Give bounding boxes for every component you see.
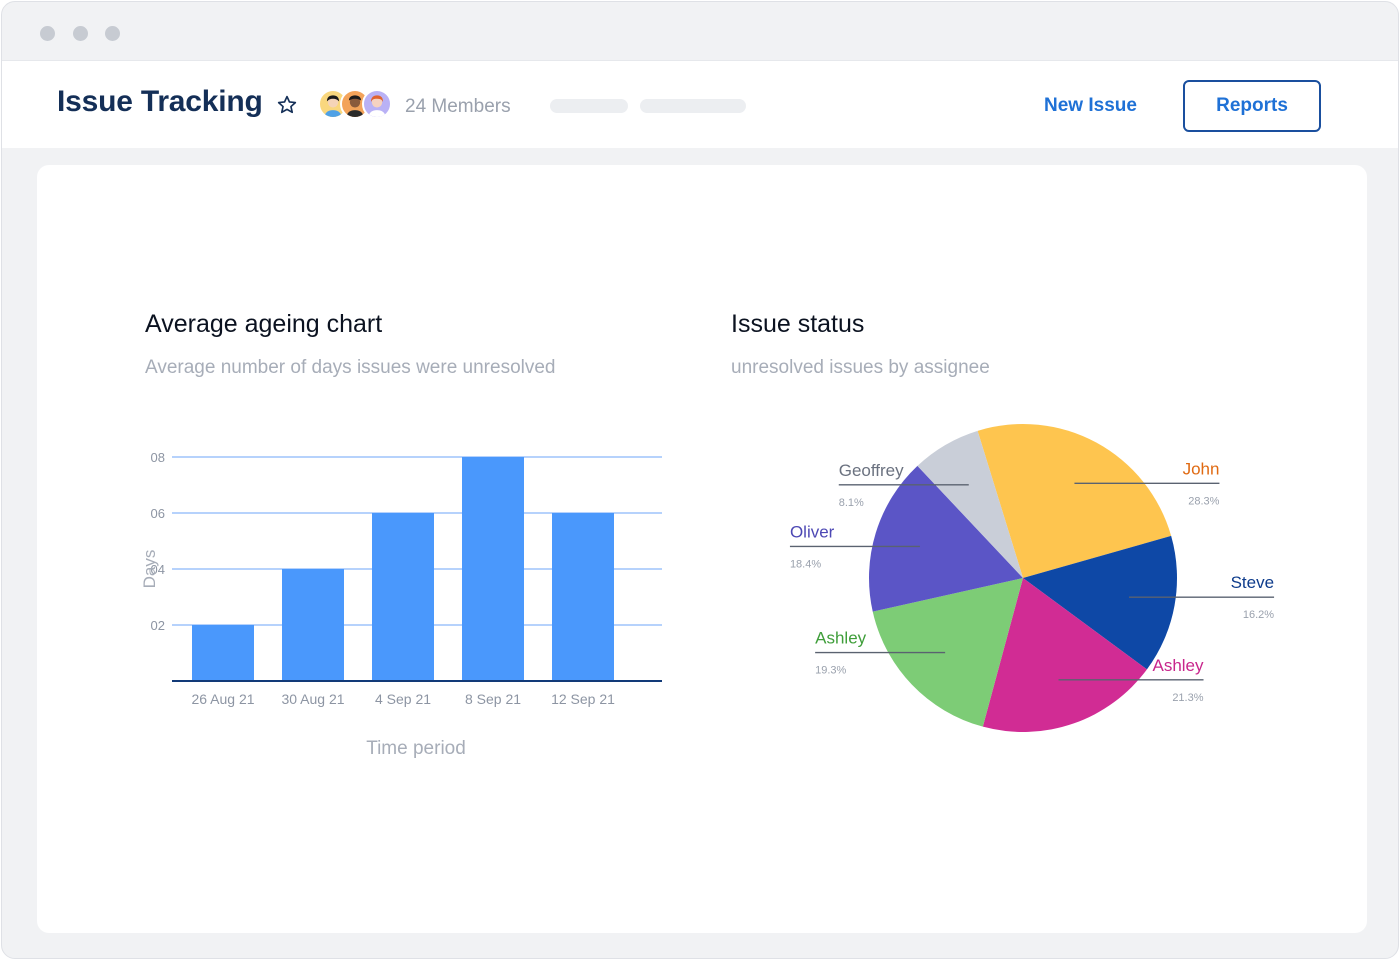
pie-label-percent: 16.2% (1243, 609, 1274, 621)
x-tick-label: 30 Aug 21 (281, 691, 344, 707)
bar-chart-title: Average ageing chart (145, 310, 383, 338)
x-tick-label: 26 Aug 21 (191, 691, 254, 707)
page-title: Issue Tracking (57, 85, 263, 118)
y-tick-label: 04 (151, 562, 165, 577)
skeleton-placeholder (550, 99, 628, 113)
y-tick-label: 02 (151, 618, 165, 633)
reports-button[interactable]: Reports (1183, 80, 1321, 132)
pie-label-name: Geoffrey (839, 461, 904, 480)
star-icon[interactable] (276, 94, 298, 116)
pie-slice[interactable] (917, 430, 1023, 578)
member-avatars[interactable] (318, 89, 394, 123)
x-tick-label: 8 Sep 21 (465, 691, 521, 707)
pie-label-name: John (1183, 459, 1220, 478)
pie-label-percent: 21.3% (1172, 692, 1203, 704)
pie-label-name: Ashley (1152, 656, 1204, 675)
y-axis-label: Days (140, 550, 159, 589)
bar[interactable] (462, 457, 524, 681)
pie-slice[interactable] (872, 578, 1023, 727)
pie-label-percent: 8.1% (839, 497, 864, 509)
window-titlebar (2, 2, 1398, 60)
x-tick-label: 12 Sep 21 (551, 691, 615, 707)
pie-label-name: Ashley (815, 629, 867, 648)
bar[interactable] (282, 569, 344, 681)
bar[interactable] (552, 513, 614, 681)
pie-chart: John 28.3% Steve 16.2% Ashley 21.3% Ashley 19.3… (790, 424, 1274, 732)
pie-chart-title: Issue status (731, 310, 865, 338)
bar-chart: 02 04 06 08 26 Aug 21 30 Aug 21 4 Sep 21 8 Sep … (140, 450, 662, 759)
skeleton-placeholder (640, 99, 746, 113)
y-tick-label: 08 (151, 450, 165, 465)
pie-label-name: Oliver (790, 522, 835, 541)
pie-slice[interactable] (982, 578, 1147, 732)
window-close-dot[interactable] (40, 26, 55, 41)
pie-chart-subtitle: unresolved issues by assignee (731, 357, 990, 378)
x-axis-label: Time period (366, 738, 466, 759)
pie-slice[interactable] (1023, 535, 1177, 670)
avatar (362, 89, 392, 119)
y-tick-label: 06 (151, 506, 165, 521)
window-minimize-dot[interactable] (73, 26, 88, 41)
dashboard-card: Average ageing chart Average number of d… (37, 165, 1367, 933)
bar[interactable] (372, 513, 434, 681)
pie-label-name: Steve (1231, 573, 1274, 592)
new-issue-button[interactable]: New Issue (1030, 89, 1151, 123)
window-maximize-dot[interactable] (105, 26, 120, 41)
pie-slice[interactable] (869, 465, 1023, 612)
bar-chart-subtitle: Average number of days issues were unres… (145, 357, 556, 378)
pie-label-percent: 28.3% (1188, 495, 1219, 507)
bar[interactable] (192, 625, 254, 681)
x-tick-label: 4 Sep 21 (375, 691, 431, 707)
pie-label-percent: 18.4% (790, 558, 821, 570)
members-count[interactable]: 24 Members (405, 96, 511, 117)
pie-label-percent: 19.3% (815, 665, 846, 677)
page-header: Issue Tracking (2, 60, 1398, 148)
pie-slice[interactable] (977, 424, 1172, 578)
